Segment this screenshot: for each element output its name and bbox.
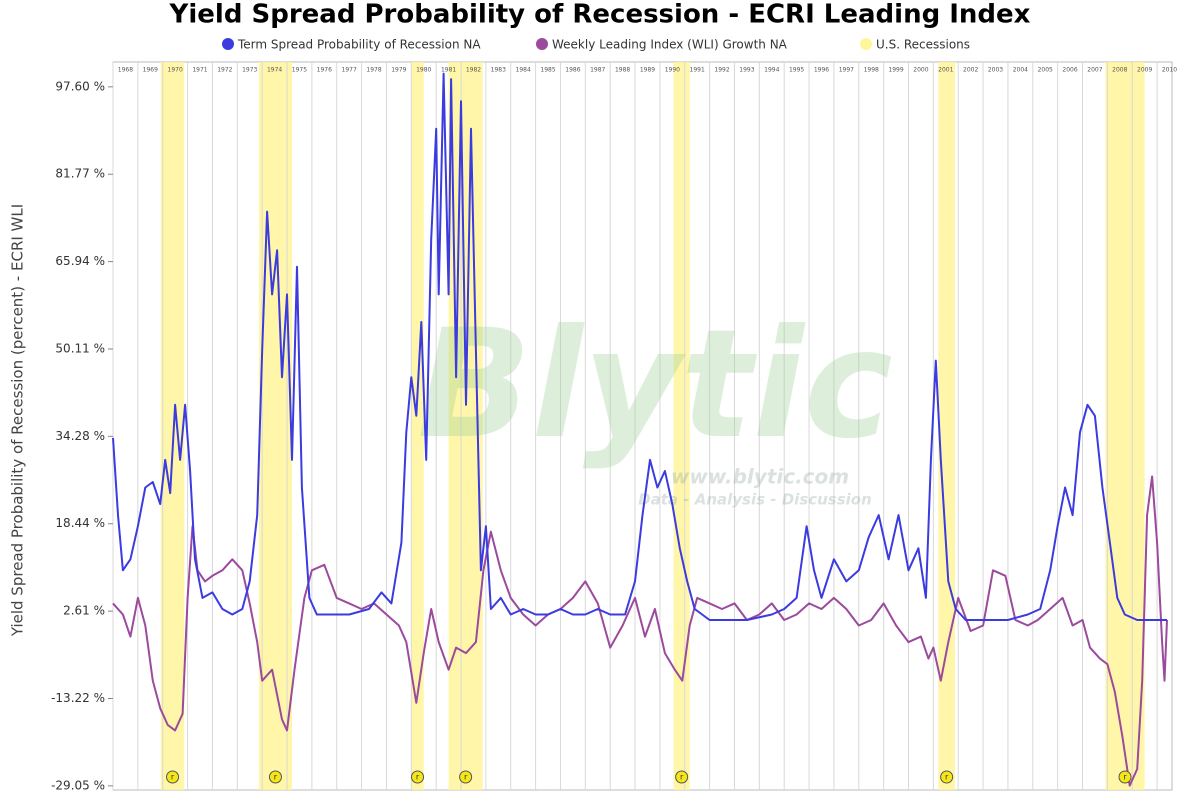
recession-marker [411, 770, 425, 784]
x-tick-label: 1982 [466, 67, 481, 74]
recession-band [258, 62, 292, 790]
series-line [112, 72, 1167, 621]
watermark-tagline: Data - Analysis - Discussion [638, 491, 872, 509]
x-tick-label: 1998 [864, 67, 879, 74]
series-line [112, 475, 1168, 787]
x-tick-label: 1968 [118, 67, 133, 74]
recession-band [1105, 62, 1145, 790]
x-tick-label: 1987 [590, 67, 605, 74]
x-tick-label: 2008 [1112, 67, 1127, 74]
x-tick-label: 2010 [1162, 67, 1177, 74]
recession-band [673, 62, 690, 790]
x-tick-label: 1984 [516, 67, 531, 74]
y-tick-label: 65.94 % [55, 254, 105, 268]
recession-marker-label: r [945, 773, 949, 782]
x-tick-label: 1971 [192, 67, 207, 74]
y-tick-label: 34.28 % [55, 429, 105, 443]
x-tick-label: 1973 [242, 67, 257, 74]
x-tick-label: 1994 [764, 67, 779, 74]
recession-marker-label: r [680, 773, 684, 782]
x-tick-label: 2009 [1137, 67, 1152, 74]
x-tick-label: 2005 [1038, 67, 1053, 74]
legend-marker [222, 38, 234, 50]
x-tick-label: 1975 [292, 67, 307, 74]
x-tick-label: 2001 [938, 67, 953, 74]
y-axis-title: Yield Spread Probability of Recession (p… [9, 204, 27, 637]
y-tick-label: 81.77 % [55, 167, 105, 181]
recession-band [160, 62, 185, 790]
legend-label: U.S. Recessions [876, 38, 970, 52]
x-tick-label: 2000 [913, 67, 928, 74]
x-tick-label: 2002 [963, 67, 978, 74]
recession-marker-label: r [171, 773, 175, 782]
x-tick-label: 1989 [640, 67, 655, 74]
x-tick-label: 1981 [441, 67, 456, 74]
x-tick-label: 1993 [739, 67, 754, 74]
x-tick-label: 1999 [888, 67, 903, 74]
x-tick-label: 1988 [615, 67, 630, 74]
x-tick-label: 2003 [988, 67, 1003, 74]
legend-marker [860, 38, 872, 50]
x-tick-label: 1997 [839, 67, 854, 74]
y-tick-label: -29.05 % [51, 778, 105, 792]
legend-label: Weekly Leading Index (WLI) Growth NA [552, 38, 788, 52]
x-tick-label: 1976 [317, 67, 332, 74]
recession-marker [459, 770, 473, 784]
x-tick-label: 2004 [1013, 67, 1028, 74]
x-tick-label: 1983 [491, 67, 506, 74]
legend-marker [536, 38, 548, 50]
x-tick-label: 1980 [416, 67, 431, 74]
recession-marker-label: r [416, 773, 420, 782]
x-tick-label: 1992 [714, 67, 729, 74]
y-tick-label: 18.44 % [55, 516, 105, 530]
recession-band [938, 62, 955, 790]
x-tick-label: 1978 [366, 67, 381, 74]
recession-marker-label: r [1123, 773, 1127, 782]
x-tick-label: 1995 [789, 67, 804, 74]
recession-marker-label: r [464, 773, 468, 782]
y-tick-label: 97.60 % [55, 79, 105, 93]
watermark-url: www.blytic.com [671, 465, 849, 489]
recession-marker [166, 770, 180, 784]
x-tick-label: 1969 [143, 67, 158, 74]
y-tick-label: -13.22 % [51, 691, 105, 705]
x-tick-label: 2007 [1087, 67, 1102, 74]
chart-title: Yield Spread Probability of Recession - … [169, 0, 1031, 30]
x-tick-label: 1991 [690, 67, 705, 74]
watermark-brand: Blytic [417, 298, 893, 472]
x-tick-label: 1990 [665, 67, 680, 74]
legend-label: Term Spread Probability of Recession NA [237, 38, 481, 52]
x-tick-label: 1970 [168, 67, 183, 74]
x-tick-label: 1985 [540, 67, 555, 74]
x-tick-label: 1974 [267, 67, 282, 74]
recession-band [411, 62, 424, 790]
x-tick-label: 1979 [391, 67, 406, 74]
x-tick-label: 1977 [342, 67, 357, 74]
recession-marker [1118, 770, 1132, 784]
y-tick-label: 2.61 % [63, 604, 105, 618]
y-tick-label: 50.11 % [55, 341, 105, 355]
x-tick-label: 1996 [814, 67, 829, 74]
recession-marker [268, 770, 282, 784]
x-tick-label: 2006 [1062, 67, 1077, 74]
x-tick-label: 1986 [565, 67, 580, 74]
recession-marker [940, 770, 954, 784]
x-tick-label: 1972 [217, 67, 232, 74]
recession-marker-label: r [274, 773, 278, 782]
recession-marker [675, 770, 689, 784]
